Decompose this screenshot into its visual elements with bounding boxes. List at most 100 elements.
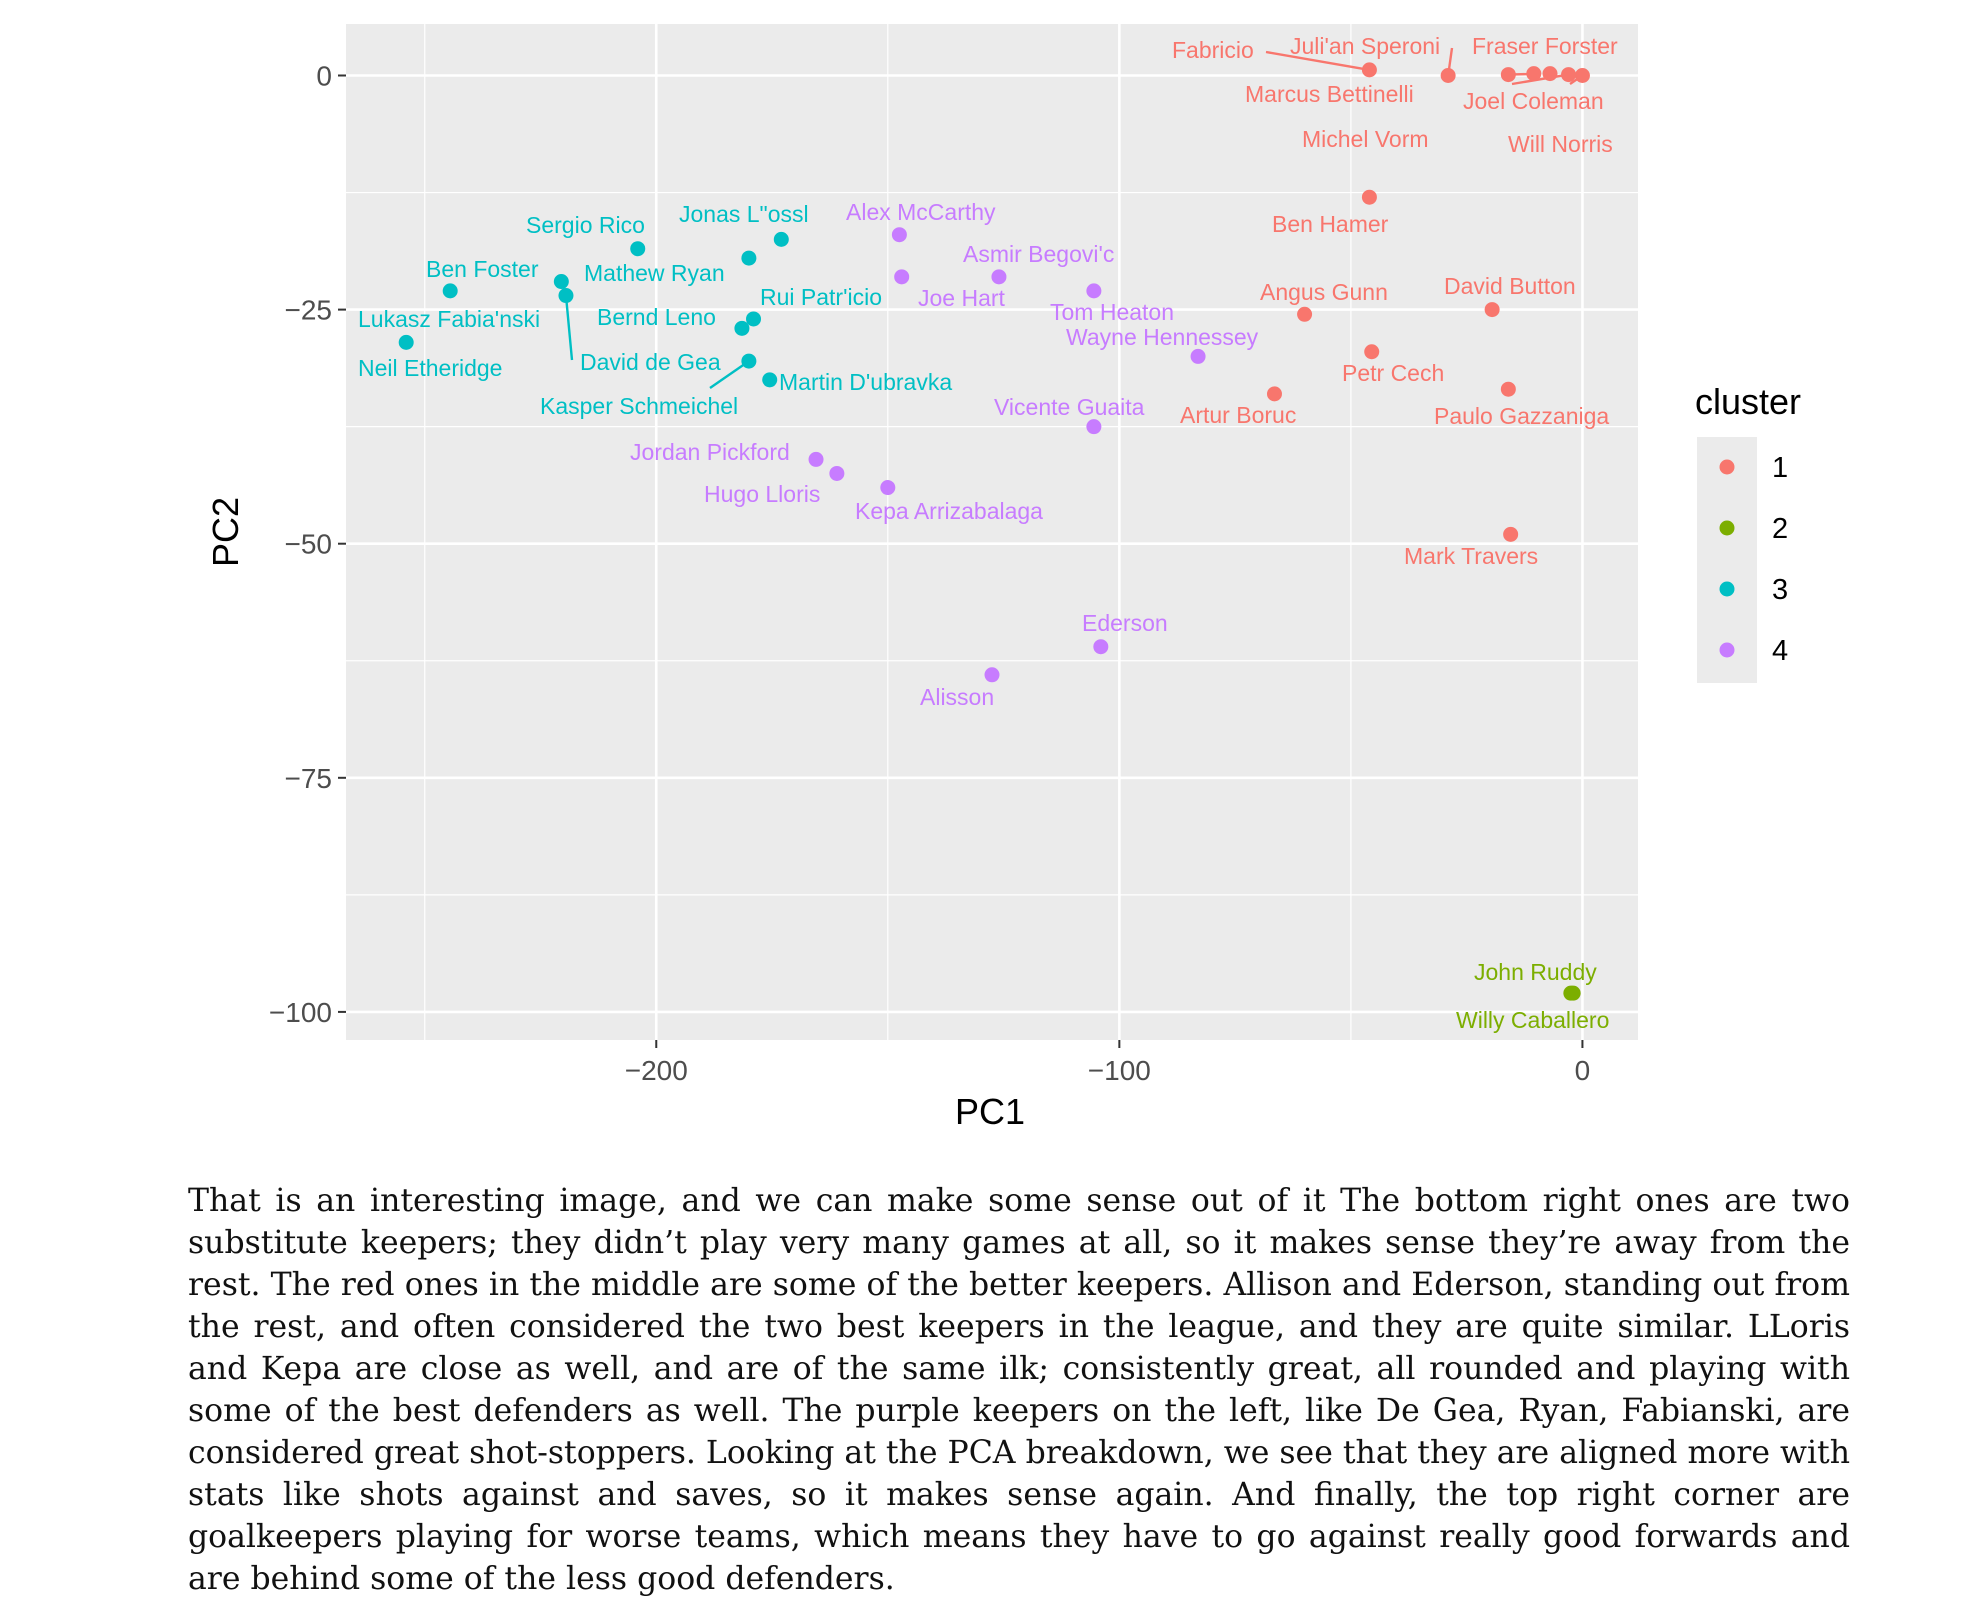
legend-key-background bbox=[1697, 437, 1757, 683]
point-label: Sergio Rico bbox=[526, 212, 645, 238]
point-label: Hugo Lloris bbox=[704, 481, 820, 507]
y-tick-label: −25 bbox=[285, 295, 333, 326]
point-label: Mathew Ryan bbox=[584, 260, 725, 286]
point-label: Jordan Pickford bbox=[630, 439, 790, 465]
data-point bbox=[1440, 68, 1456, 84]
data-point bbox=[1500, 67, 1516, 83]
data-point bbox=[1542, 66, 1558, 82]
data-point bbox=[1086, 419, 1102, 435]
point-label: Petr Cech bbox=[1342, 360, 1444, 386]
y-tick-label: −75 bbox=[285, 763, 333, 794]
legend-items: 1 2 3 4 bbox=[1719, 452, 1788, 667]
point-label: John Ruddy bbox=[1474, 959, 1597, 985]
point-label: Tom Heaton bbox=[1050, 299, 1174, 325]
legend-key bbox=[1719, 520, 1735, 536]
data-point bbox=[734, 320, 750, 336]
point-label: Neil Etheridge bbox=[358, 355, 502, 381]
data-point bbox=[773, 231, 789, 247]
data-point bbox=[741, 250, 757, 266]
legend-title: cluster bbox=[1695, 381, 1801, 422]
data-point bbox=[553, 274, 569, 290]
data-point bbox=[1364, 344, 1380, 360]
point-label: Joe Hart bbox=[918, 285, 1006, 311]
point-label: Lukasz Fabia'nski bbox=[358, 306, 540, 332]
y-tick-label: −50 bbox=[285, 529, 333, 560]
point-label: Kepa Arrizabalaga bbox=[855, 498, 1043, 524]
grid-major bbox=[346, 24, 1638, 1040]
x-tick-label: −200 bbox=[625, 1055, 688, 1086]
data-point bbox=[991, 269, 1007, 285]
data-point bbox=[1086, 283, 1102, 299]
point-label: Michel Vorm bbox=[1302, 126, 1429, 152]
data-point bbox=[558, 288, 574, 304]
point-label: Bernd Leno bbox=[597, 304, 716, 330]
point-label: Paulo Gazzaniga bbox=[1434, 403, 1609, 429]
y-tick-label: −100 bbox=[269, 997, 332, 1028]
data-point bbox=[880, 480, 896, 496]
point-label: Willy Caballero bbox=[1456, 1007, 1609, 1033]
point-label: Joel Coleman bbox=[1463, 88, 1604, 114]
legend-key bbox=[1719, 642, 1735, 658]
point-labels: Fabricio Juli'an Speroni Fraser Forster Mar… bbox=[358, 33, 1618, 1033]
point-label: Marcus Bettinelli bbox=[1245, 81, 1414, 107]
data-point bbox=[1297, 306, 1313, 322]
label-connectors bbox=[564, 47, 1584, 389]
data-point bbox=[1361, 62, 1377, 78]
point-label: Mark Travers bbox=[1404, 543, 1538, 569]
x-axis-ticks: −200 −100 0 bbox=[625, 1040, 1590, 1086]
point-label: Martin D'ubravka bbox=[779, 369, 952, 395]
data-point bbox=[1503, 526, 1519, 542]
point-label: Ederson bbox=[1082, 610, 1168, 636]
label-connector bbox=[709, 360, 750, 389]
legend-label: 4 bbox=[1772, 635, 1788, 667]
x-tick-label: −100 bbox=[1088, 1055, 1151, 1086]
data-point bbox=[442, 283, 458, 299]
point-label: Vicente Guaita bbox=[994, 394, 1145, 420]
point-label: Ben Hamer bbox=[1272, 211, 1389, 237]
point-label: Will Norris bbox=[1508, 131, 1613, 157]
point-label: David de Gea bbox=[580, 349, 721, 375]
label-connector bbox=[564, 295, 574, 361]
point-label: Alisson bbox=[920, 684, 994, 710]
point-label: Rui Patr'icio bbox=[760, 284, 882, 310]
legend-label: 2 bbox=[1772, 513, 1788, 545]
point-label: Angus Gunn bbox=[1260, 279, 1388, 305]
data-point bbox=[1484, 302, 1500, 318]
data-point bbox=[398, 334, 414, 350]
data-point bbox=[741, 353, 757, 369]
data-point bbox=[808, 451, 824, 467]
data-point bbox=[1574, 68, 1590, 84]
point-label: Ben Foster bbox=[426, 256, 539, 282]
legend: cluster 1 2 3 4 bbox=[1695, 381, 1801, 683]
data-point bbox=[762, 372, 778, 388]
legend-key bbox=[1719, 581, 1735, 597]
data-point bbox=[630, 241, 646, 257]
data-point bbox=[984, 667, 1000, 683]
x-axis-title: PC1 bbox=[955, 1091, 1025, 1132]
point-label: David Button bbox=[1444, 273, 1576, 299]
commentary-paragraph: That is an interesting image, and we can… bbox=[188, 1183, 1850, 1597]
x-tick-label: 0 bbox=[1575, 1055, 1591, 1086]
point-label: Kasper Schmeichel bbox=[540, 393, 738, 419]
data-point bbox=[1093, 639, 1109, 655]
point-label: Jonas L"ossl bbox=[679, 201, 809, 227]
point-label: Fabricio bbox=[1172, 37, 1254, 63]
data-point bbox=[1266, 386, 1282, 402]
point-label: Artur Boruc bbox=[1180, 402, 1296, 428]
point-label: Fraser Forster bbox=[1472, 33, 1618, 59]
point-label: Juli'an Speroni bbox=[1290, 33, 1440, 59]
y-axis-ticks: 0 −25 −50 −75 −100 bbox=[269, 61, 346, 1028]
point-label: Asmir Begovi'c bbox=[963, 241, 1114, 267]
legend-label: 3 bbox=[1772, 574, 1788, 606]
data-point bbox=[1565, 985, 1581, 1001]
label-connector bbox=[1511, 73, 1569, 86]
grid-minor bbox=[346, 24, 1638, 1040]
legend-label: 1 bbox=[1772, 452, 1788, 484]
data-point bbox=[1500, 381, 1516, 397]
point-label: Wayne Hennessey bbox=[1066, 324, 1259, 350]
data-points bbox=[398, 62, 1590, 1001]
y-axis-title: PC2 bbox=[205, 497, 246, 567]
data-point bbox=[1190, 348, 1206, 364]
data-point bbox=[1561, 67, 1577, 83]
legend-key bbox=[1719, 459, 1735, 475]
